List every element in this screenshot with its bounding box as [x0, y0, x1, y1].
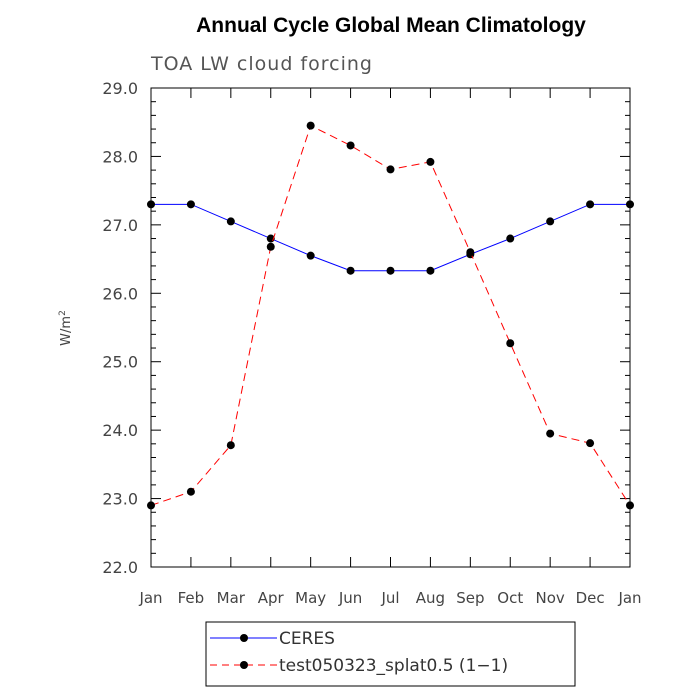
y-axis-label-text: W/m: [59, 316, 74, 346]
data-point: [226, 217, 235, 226]
data-point: [626, 200, 634, 209]
series-layer: [147, 121, 634, 510]
x-tick-label: Jun: [338, 589, 362, 607]
legend-box: [205, 621, 576, 687]
x-tick-label: Apr: [258, 589, 285, 607]
y-axis-label-superscript: 2: [58, 310, 68, 316]
y-tick-label: 29.0: [102, 79, 138, 98]
data-point: [506, 339, 515, 348]
axis-ticks: [150, 87, 631, 568]
data-point: [147, 200, 155, 209]
data-point: [186, 487, 195, 496]
legend-item-ceres: CERES: [210, 629, 335, 649]
legend-marker-ceres: [240, 634, 248, 642]
legend-label-ceres: CERES: [279, 629, 335, 649]
data-point: [546, 217, 555, 226]
x-tick-label: Mar: [217, 589, 246, 607]
data-point: [266, 242, 275, 251]
data-point: [386, 165, 395, 174]
x-tick-label: Sep: [456, 589, 484, 607]
series-1: [147, 121, 634, 510]
x-tick-label: Jul: [380, 589, 399, 607]
y-tick-labels: 22.0 23.0 24.0 25.0 26.0 27.0 28.0 29.0: [102, 79, 138, 577]
x-tick-label: May: [295, 589, 326, 607]
y-axis-label: W/m2: [58, 310, 74, 346]
data-point: [346, 141, 355, 150]
data-point: [426, 157, 435, 166]
x-tick-label: Dec: [576, 589, 605, 607]
series-0: [147, 200, 634, 275]
x-tick-labels: Jan Feb Mar Apr May Jun Jul Aug Sep Oct Nov Dec Jan: [138, 589, 641, 607]
y-tick-label: 28.0: [102, 147, 138, 166]
y-tick-label: 26.0: [102, 284, 138, 303]
chart-subtitle: TOA LW cloud forcing: [150, 53, 373, 75]
data-point: [546, 429, 555, 438]
x-tick-label: Feb: [178, 589, 205, 607]
data-point: [306, 121, 315, 130]
x-tick-label: Jan: [617, 589, 641, 607]
data-point: [506, 234, 515, 243]
legend-marker-test: [240, 661, 248, 669]
data-point: [466, 248, 475, 257]
plot-frame: [150, 87, 631, 568]
series-line: [150, 124, 631, 506]
data-point: [226, 441, 235, 450]
x-tick-label: Oct: [497, 589, 523, 607]
data-point: [346, 266, 355, 275]
data-point: [306, 251, 315, 260]
x-tick-label: Aug: [416, 589, 445, 607]
x-tick-label: Nov: [536, 589, 565, 607]
chart-title: Annual Cycle Global Mean Climatology: [196, 14, 586, 37]
series-line: [151, 203, 630, 272]
data-point: [586, 439, 595, 448]
legend-item-test: test050323_splat0.5 (1−1): [210, 656, 508, 676]
y-tick-label: 24.0: [102, 421, 138, 440]
x-tick-label: Jan: [138, 589, 162, 607]
y-tick-label: 22.0: [102, 558, 138, 577]
y-tick-label: 23.0: [102, 490, 138, 509]
data-point: [147, 501, 155, 510]
data-point: [426, 266, 435, 275]
data-point: [626, 501, 634, 510]
legend-label-test: test050323_splat0.5 (1−1): [279, 656, 508, 676]
data-point: [586, 200, 595, 209]
data-point: [186, 200, 195, 209]
y-tick-label: 25.0: [102, 353, 138, 372]
y-tick-label: 27.0: [102, 216, 138, 235]
data-point: [386, 266, 395, 275]
